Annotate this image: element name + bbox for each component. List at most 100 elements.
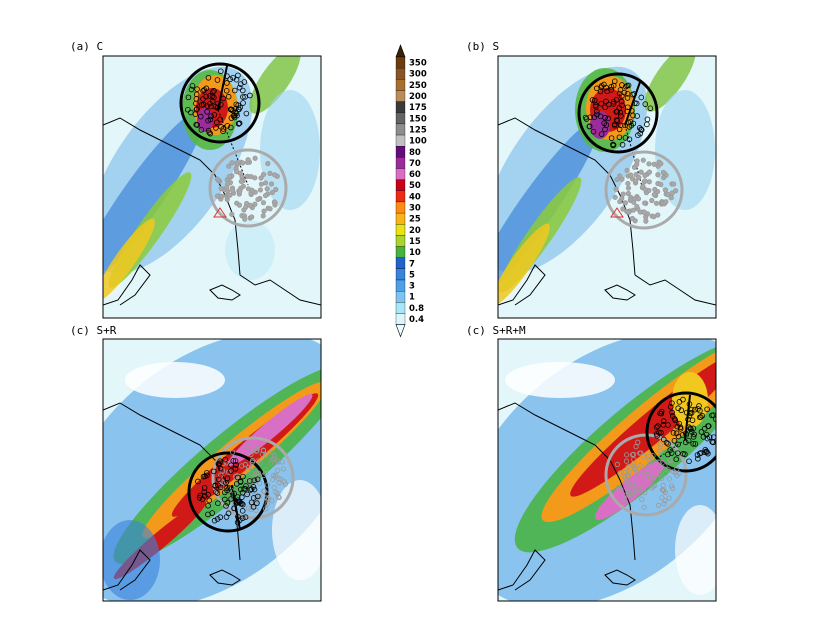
black-station-marker [597, 88, 604, 95]
gray-station-marker [259, 451, 265, 457]
black-station-marker [215, 100, 221, 107]
gray-station-marker [238, 178, 244, 184]
black-station-marker [227, 124, 234, 131]
gray-station-marker [271, 455, 277, 461]
gray-station-marker [236, 202, 243, 208]
black-station-marker [598, 100, 604, 107]
black-station-marker [606, 101, 612, 108]
colorbar-tick-label: 250 [409, 81, 427, 91]
black-station-marker [216, 461, 222, 468]
black-station-marker [713, 416, 716, 422]
black-station-marker [225, 93, 232, 100]
black-station-marker [222, 456, 228, 463]
black-station-marker [242, 514, 249, 520]
black-station-marker [220, 128, 226, 135]
gray-station-marker [267, 206, 273, 212]
gray-station-marker [657, 448, 663, 454]
colorbar-tick-label: 15 [409, 237, 421, 247]
gray-station-marker [659, 475, 665, 481]
black-station-marker [240, 473, 246, 480]
black-station-marker [626, 124, 633, 130]
gray-station-marker [269, 457, 276, 463]
gray-station-marker [237, 188, 243, 194]
gray-station-marker [266, 496, 272, 502]
black-station-marker [669, 400, 675, 406]
gray-station-marker [668, 195, 674, 201]
black-station-marker [233, 481, 240, 487]
black-station-marker [621, 89, 628, 96]
station-markers [614, 396, 716, 510]
black-station-marker [698, 429, 705, 435]
gray-station-marker [655, 502, 662, 508]
panel-c-title: (c) S+R [70, 324, 117, 337]
colorbar-swatch [395, 101, 406, 113]
black-station-marker [686, 458, 692, 465]
black-station-marker [228, 468, 234, 474]
black-station-marker [590, 128, 597, 135]
black-station-marker [701, 425, 708, 432]
black-station-marker [207, 100, 213, 107]
gray-station-marker [637, 462, 643, 468]
black-station-marker [685, 437, 692, 444]
station-markers [195, 443, 288, 526]
black-station-marker [203, 93, 209, 100]
black-station-marker [248, 486, 255, 492]
colorbar-swatch [395, 112, 406, 125]
gray-station-marker [280, 466, 287, 472]
gray-station-marker [633, 178, 639, 184]
black-station-marker [687, 425, 694, 432]
black-station-marker [214, 77, 221, 83]
black-station-marker [608, 135, 615, 141]
black-station-marker [194, 106, 200, 112]
black-station-marker [610, 142, 616, 149]
gray-station-marker [646, 169, 653, 175]
black-station-marker [205, 74, 212, 81]
black-station-marker [665, 451, 671, 458]
black-station-marker [205, 502, 211, 509]
gray-station-marker [233, 169, 240, 175]
black-station-marker [247, 92, 253, 99]
gray-station-marker [638, 169, 644, 175]
colorbar-tick-label: 50 [409, 181, 421, 191]
gray-station-marker [255, 458, 261, 464]
black-station-marker [243, 110, 250, 117]
colorbar-top-arrow [395, 44, 406, 58]
colorbar-tick-label: 20 [409, 226, 421, 236]
black-station-marker [198, 102, 205, 108]
black-station-marker [638, 94, 645, 101]
gray-station-marker [262, 180, 269, 186]
black-station-marker [207, 116, 214, 123]
black-station-marker [644, 121, 650, 128]
black-station-marker [632, 100, 638, 106]
black-station-marker [209, 510, 215, 516]
black-station-marker [677, 424, 684, 431]
gray-station-marker [635, 196, 642, 202]
colorbar-swatch [395, 235, 406, 247]
colorbar-swatch [395, 168, 406, 180]
panel-d: (c) S+R+M [466, 324, 717, 602]
black-station-marker [250, 504, 257, 510]
black-station-marker [690, 441, 697, 447]
black-station-marker [189, 83, 196, 89]
black-station-marker [665, 441, 671, 447]
gray-station-marker [624, 452, 630, 458]
colorbar-swatch [395, 279, 406, 292]
gray-station-marker [661, 501, 667, 507]
gray-station-marker [617, 173, 623, 179]
colorbar-swatch [395, 290, 406, 303]
gray-station-marker [625, 473, 631, 479]
colorbar-swatch [395, 79, 406, 91]
black-station-marker [213, 119, 220, 126]
black-station-marker [237, 478, 244, 485]
black-station-marker [210, 89, 216, 95]
black-station-marker [669, 409, 675, 416]
black-station-marker [602, 115, 608, 121]
gray-station-marker [275, 467, 281, 473]
gray-station-marker [658, 161, 664, 167]
colorbar-tick-label: 7 [409, 259, 415, 269]
panel-a: (a) C [70, 40, 322, 319]
gray-station-marker [644, 464, 651, 470]
colorbar-swatch [395, 123, 406, 136]
gray-station-marker [649, 197, 655, 204]
gray-station-marker [623, 479, 629, 485]
